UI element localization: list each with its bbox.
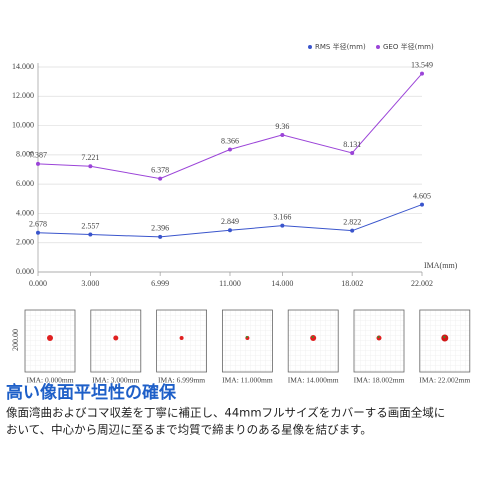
x-tick-label: 11.000 bbox=[219, 279, 241, 288]
data-label: 8.131 bbox=[343, 140, 361, 149]
spot-box bbox=[419, 309, 471, 373]
point bbox=[420, 71, 424, 76]
data-label: 4.605 bbox=[413, 191, 431, 200]
spot-box bbox=[353, 309, 405, 373]
data-label: 6.378 bbox=[151, 165, 169, 174]
point bbox=[227, 228, 232, 233]
point bbox=[350, 228, 355, 233]
data-label: 2.849 bbox=[221, 217, 239, 226]
data-label: 2.822 bbox=[343, 218, 361, 227]
spot-label: IMA: 0.000mm bbox=[26, 376, 73, 385]
spot bbox=[113, 335, 119, 341]
y-tick-label: 14.000 bbox=[12, 62, 34, 71]
data-label: 7.387 bbox=[29, 151, 47, 160]
x-axis-label: IMA(mm) bbox=[424, 261, 458, 270]
legend-marker bbox=[308, 45, 312, 49]
point bbox=[88, 164, 93, 169]
y-tick-label: 10.000 bbox=[12, 120, 34, 129]
x-tick-label: 14.000 bbox=[271, 279, 293, 288]
spot-box bbox=[221, 309, 273, 373]
body-line: 像面湾曲およびコマ収差を丁寧に補正し、44mmフルサイズをカバーする画面全域に bbox=[6, 406, 445, 420]
y-tick-label: 6.000 bbox=[16, 179, 34, 188]
x-tick-label: 18.002 bbox=[341, 279, 363, 288]
spot-green bbox=[245, 336, 248, 338]
spot bbox=[47, 335, 53, 341]
data-label: 13.549 bbox=[411, 60, 433, 69]
point bbox=[280, 223, 285, 228]
data-label: 8.366 bbox=[221, 136, 239, 145]
data-label: 2.396 bbox=[151, 224, 169, 233]
y-tick-label: 0.000 bbox=[16, 267, 34, 276]
point bbox=[88, 232, 93, 237]
point bbox=[36, 161, 40, 166]
x-tick-label: 22.002 bbox=[411, 279, 433, 288]
spot-label: IMA: 3.000mm bbox=[92, 376, 139, 385]
legend-label: RMS 半径(mm) bbox=[315, 42, 366, 51]
data-label: 9.36 bbox=[275, 122, 289, 131]
series-line bbox=[37, 73, 423, 180]
x-tick-label: 6.999 bbox=[151, 279, 169, 288]
y-tick-label: 4.000 bbox=[16, 208, 34, 217]
spot bbox=[441, 334, 449, 342]
y-tick-label: 8.000 bbox=[16, 150, 34, 159]
legend-label: GEO 半径(mm) bbox=[383, 42, 434, 51]
body-line: おいて、中心から周辺に至るまで均質で締まりのある星像を結びます。 bbox=[6, 423, 372, 437]
spot-scale: 200.00 bbox=[11, 329, 20, 351]
spot-box bbox=[90, 309, 142, 373]
heading: 高い像面平坦性の確保 bbox=[6, 382, 177, 403]
point bbox=[158, 234, 163, 239]
spot-label: IMA: 22.002mm bbox=[419, 376, 470, 385]
data-label: 3.166 bbox=[273, 212, 291, 221]
spot bbox=[179, 336, 184, 340]
spot-green bbox=[443, 336, 446, 338]
point bbox=[158, 176, 163, 181]
x-tick-label: 3.000 bbox=[81, 279, 99, 288]
legend-marker bbox=[376, 45, 380, 49]
spot-green bbox=[311, 336, 314, 338]
point bbox=[227, 147, 232, 152]
data-label: 2.678 bbox=[29, 220, 47, 229]
point bbox=[420, 202, 424, 207]
spot-box bbox=[156, 309, 208, 373]
spot bbox=[310, 335, 317, 341]
spot-label: IMA: 18.002mm bbox=[354, 376, 405, 385]
point bbox=[36, 230, 40, 235]
point bbox=[280, 132, 285, 137]
y-tick-label: 2.000 bbox=[16, 238, 34, 247]
y-tick-label: 12.000 bbox=[12, 91, 34, 100]
spot-label: IMA: 6.999mm bbox=[158, 376, 205, 385]
data-label: 7.221 bbox=[81, 153, 99, 162]
spot-label: IMA: 14.000mm bbox=[288, 376, 339, 385]
data-label: 2.557 bbox=[81, 221, 99, 230]
spot-green bbox=[377, 336, 380, 338]
x-tick-label: 0.000 bbox=[29, 279, 47, 288]
spot-label: IMA: 11.000mm bbox=[222, 376, 273, 385]
point bbox=[350, 150, 355, 155]
